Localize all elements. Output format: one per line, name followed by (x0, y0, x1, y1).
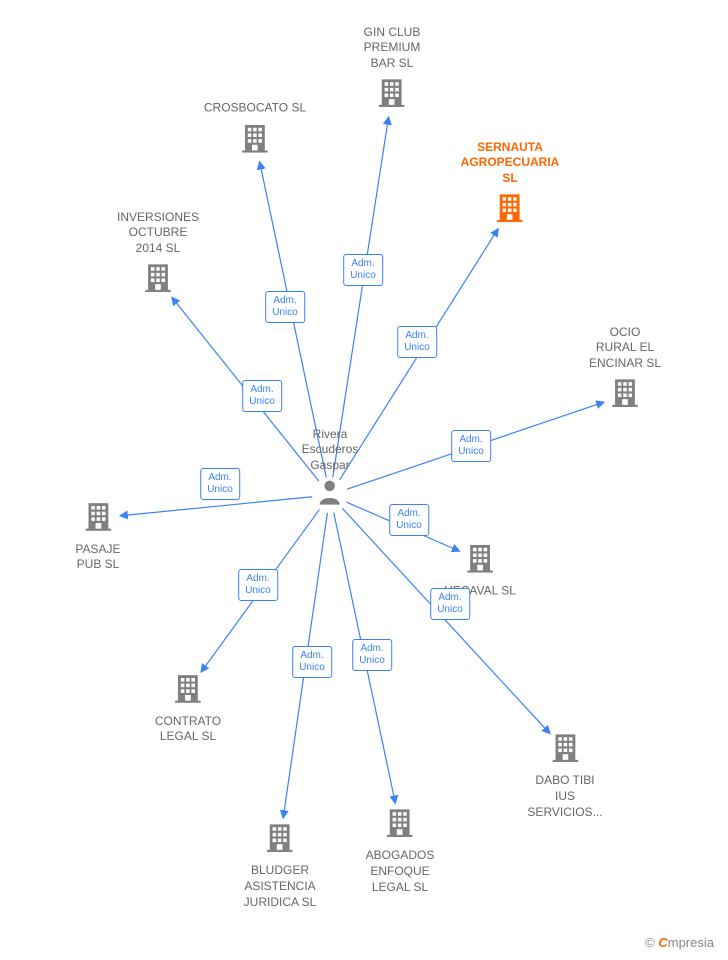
edge-label: Adm. Unico (352, 639, 392, 671)
brand-rest: mpresia (668, 935, 714, 950)
company-label: SERNAUTA AGROPECUARIA SL (461, 140, 560, 187)
company-label: GIN CLUB PREMIUM BAR SL (364, 25, 421, 72)
company-node[interactable]: BLUDGER ASISTENCIA JURIDICA SL (244, 821, 317, 911)
copyright-symbol: © (645, 935, 655, 950)
company-node[interactable]: PASAJE PUB SL (75, 499, 120, 573)
company-node[interactable]: CONTRATO LEGAL SL (155, 671, 221, 745)
building-icon (548, 731, 582, 765)
company-label: OCIO RURAL EL ENCINAR SL (589, 325, 661, 372)
company-label: INVERSIONES OCTUBRE 2014 SL (117, 210, 199, 257)
center-person-node[interactable]: Rivera Escuderos Gaspar (302, 427, 359, 513)
center-person-label: Rivera Escuderos Gaspar (302, 427, 359, 474)
edge-label: Adm. Unico (343, 254, 383, 286)
building-icon (238, 121, 272, 155)
building-icon (141, 261, 175, 295)
company-node[interactable]: DABO TIBI IUS SERVICIOS... (527, 731, 602, 821)
building-icon (493, 191, 527, 225)
company-label: ABOGADOS ENFOQUE LEGAL SL (366, 849, 435, 896)
edge-line (333, 117, 389, 477)
edge-label: Adm. Unico (389, 504, 429, 536)
building-icon (171, 671, 205, 705)
company-label: DABO TIBI IUS SERVICIOS... (527, 774, 602, 821)
edge-label: Adm. Unico (451, 430, 491, 462)
edge-label: Adm. Unico (242, 380, 282, 412)
edge-label: Adm. Unico (292, 646, 332, 678)
edge-label: Adm. Unico (430, 588, 470, 620)
building-icon (463, 541, 497, 575)
company-node[interactable]: CROSBOCATO SL (204, 101, 306, 160)
network-canvas (0, 0, 728, 960)
company-label: CROSBOCATO SL (204, 101, 306, 117)
edge-label: Adm. Unico (397, 326, 437, 358)
edge-label: Adm. Unico (265, 291, 305, 323)
company-node[interactable]: ABOGADOS ENFOQUE LEGAL SL (366, 806, 435, 896)
edge-label: Adm. Unico (200, 468, 240, 500)
person-icon (315, 478, 345, 508)
company-node[interactable]: OCIO RURAL EL ENCINAR SL (589, 325, 661, 415)
company-label: PASAJE PUB SL (75, 542, 120, 573)
company-node[interactable]: GIN CLUB PREMIUM BAR SL (364, 25, 421, 115)
company-node[interactable]: INVERSIONES OCTUBRE 2014 SL (117, 210, 199, 300)
building-icon (383, 806, 417, 840)
building-icon (263, 821, 297, 855)
company-label: CONTRATO LEGAL SL (155, 714, 221, 745)
watermark: © Cmpresia (645, 935, 714, 950)
brand-first-letter: C (658, 935, 667, 950)
company-label: BLUDGER ASISTENCIA JURIDICA SL (244, 864, 317, 911)
building-icon (608, 376, 642, 410)
company-node[interactable]: SERNAUTA AGROPECUARIA SL (461, 140, 560, 230)
building-icon (81, 499, 115, 533)
edge-label: Adm. Unico (238, 569, 278, 601)
building-icon (375, 76, 409, 110)
